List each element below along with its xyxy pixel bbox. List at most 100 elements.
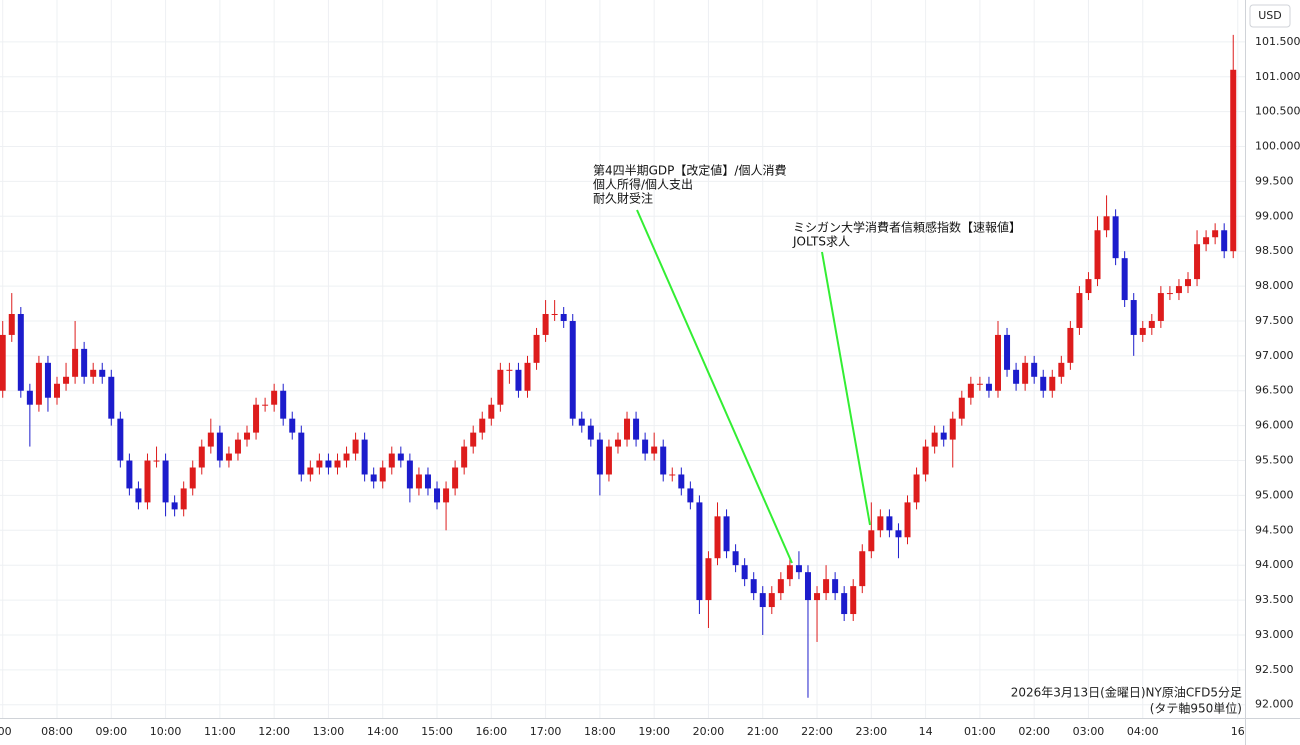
x-tick-label: 14: [919, 725, 933, 738]
candle-body: [859, 551, 866, 587]
x-tick-label: 08:00: [41, 725, 73, 738]
y-tick-label: 96.500: [1255, 384, 1294, 397]
y-tick-label: 96.000: [1255, 419, 1294, 432]
candle-body: [470, 432, 477, 447]
candle-body: [63, 376, 70, 384]
candle-body: [135, 488, 142, 503]
y-tick-label: 92.000: [1255, 698, 1294, 711]
candle-body: [823, 579, 830, 594]
candle-body: [198, 446, 205, 468]
candle-body: [325, 460, 332, 468]
candle-body: [1112, 216, 1119, 259]
candle-body: [388, 453, 395, 468]
candle-body: [424, 474, 431, 489]
candle-body: [633, 418, 640, 440]
x-tick-label: 15:00: [421, 725, 453, 738]
candle-body: [1139, 327, 1146, 335]
candle-body: [886, 516, 893, 531]
candle-body: [99, 369, 106, 377]
candle-body: [714, 516, 721, 559]
candle-body: [434, 488, 441, 503]
x-tick-label: 13:00: [313, 725, 345, 738]
candle-body: [651, 446, 658, 454]
candle-body: [841, 593, 848, 615]
candle-body: [768, 593, 775, 608]
candle-body: [832, 579, 839, 594]
y-tick-label: 97.000: [1255, 349, 1294, 362]
x-tick-label: 20:00: [693, 725, 725, 738]
candle-body: [1004, 334, 1011, 370]
candle-body: [1013, 369, 1020, 384]
candle-body: [0, 334, 6, 391]
candle-body: [162, 460, 169, 503]
annotation-line: [821, 251, 871, 526]
candle-body: [1230, 69, 1237, 252]
candle-body: [461, 446, 468, 468]
candle-body: [207, 432, 214, 447]
candle-body: [289, 418, 296, 433]
candle-body: [307, 467, 314, 475]
candle-body: [452, 467, 459, 489]
candle-body: [1040, 376, 1047, 391]
annotation-text: 第4四半期GDP【改定値】/個人消費: [593, 163, 786, 178]
y-tick-label: 93.500: [1255, 593, 1294, 606]
y-tick-label: 99.000: [1255, 209, 1294, 222]
x-tick-label: 18:00: [584, 725, 616, 738]
candle-body: [117, 418, 124, 461]
caption: 2026年3月13日(金曜日)NY原油CFD5分足: [1011, 685, 1242, 700]
candle-body: [922, 446, 929, 475]
y-tick-label: 92.500: [1255, 663, 1294, 676]
candle-body: [81, 348, 88, 377]
candle-body: [44, 362, 51, 398]
candle-body: [1184, 279, 1191, 287]
candle-body: [253, 404, 260, 433]
candle-body: [895, 530, 902, 538]
candle-body: [931, 432, 938, 447]
annotation-text: 個人所得/個人支出: [593, 177, 693, 192]
candle-body: [1085, 279, 1092, 294]
candle-body: [1194, 244, 1201, 280]
candle-body: [723, 516, 730, 552]
candle-body: [171, 502, 178, 510]
candle-body: [759, 593, 766, 608]
candle-body: [153, 460, 160, 462]
x-tick-label: 16:00: [475, 725, 507, 738]
candle-body: [578, 418, 585, 426]
candle-body: [415, 474, 422, 489]
candle-body: [189, 467, 196, 489]
candle-body: [506, 369, 513, 371]
candle-body: [1175, 286, 1182, 294]
candle-body: [1103, 216, 1110, 231]
candle-body: [551, 313, 558, 315]
candle-body: [298, 432, 305, 475]
candle-body: [379, 467, 386, 482]
annotation-text: 耐久財受注: [593, 191, 653, 206]
y-tick-label: 100.000: [1255, 140, 1300, 153]
y-tick-label: 93.000: [1255, 628, 1294, 641]
candle-body: [515, 369, 522, 391]
candle-body: [786, 565, 793, 580]
candle-body: [244, 432, 251, 440]
candle-body: [1157, 293, 1164, 321]
candle-body: [913, 474, 920, 503]
candle-body: [1121, 258, 1128, 301]
candle-body: [397, 453, 404, 461]
candle-body: [216, 432, 223, 461]
candle-body: [126, 460, 133, 489]
candle-body: [660, 446, 667, 475]
unit-box: [1249, 4, 1291, 28]
y-tick-label: 99.500: [1255, 174, 1294, 187]
y-tick-label: 101.500: [1255, 35, 1300, 48]
x-tick-label: 22:00: [801, 725, 833, 738]
candles: [0, 34, 1237, 698]
candle-body: [280, 390, 287, 419]
candle-body: [1031, 362, 1038, 377]
candle-body: [1148, 320, 1155, 328]
unit-label: USD: [1258, 9, 1282, 22]
x-tick-label: 23:00: [855, 725, 887, 738]
candle-body: [54, 383, 61, 398]
candle-body: [542, 313, 549, 335]
candle-body: [1022, 362, 1029, 384]
candle-body: [1058, 362, 1065, 377]
